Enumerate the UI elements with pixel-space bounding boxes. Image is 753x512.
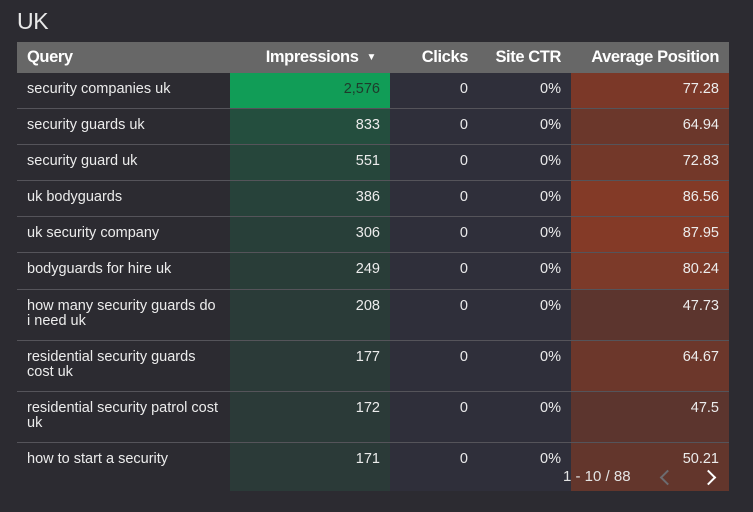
column-header-query[interactable]: Query — [17, 42, 230, 73]
cell-impressions: 833 — [230, 109, 390, 144]
cell-clicks: 0 — [390, 253, 478, 289]
cell-clicks: 0 — [390, 73, 478, 108]
cell-clicks: 0 — [390, 443, 478, 491]
cell-query: security companies uk — [17, 73, 230, 108]
cell-query: how to start a security — [17, 443, 230, 491]
chevron-left-icon[interactable] — [658, 466, 676, 489]
column-header-average-position[interactable]: Average Position — [571, 42, 729, 73]
data-table: Query Impressions ▼ Clicks Site CTR Avera… — [17, 42, 729, 491]
table-body[interactable]: security companies uk 2,576 0 0% 77.28 securi… — [17, 73, 729, 491]
cell-impressions: 171 — [230, 443, 390, 491]
cell-site-ctr: 0% — [478, 145, 571, 180]
column-label: Clicks — [421, 48, 469, 66]
cell-impressions: 249 — [230, 253, 390, 289]
cell-average-position: 47.5 — [571, 392, 729, 442]
table-row[interactable]: how to start a security 171 0 0% 50.21 — [17, 443, 729, 491]
cell-average-position: 86.56 — [571, 181, 729, 216]
cell-clicks: 0 — [390, 217, 478, 252]
cell-clicks: 0 — [390, 145, 478, 180]
cell-clicks: 0 — [390, 181, 478, 216]
cell-clicks: 0 — [390, 341, 478, 391]
column-label: Query — [27, 48, 73, 66]
cell-impressions: 386 — [230, 181, 390, 216]
cell-impressions: 306 — [230, 217, 390, 252]
cell-query: residential security guards cost uk — [17, 341, 230, 391]
column-header-site-ctr[interactable]: Site CTR — [478, 42, 571, 73]
cell-impressions: 172 — [230, 392, 390, 442]
sort-descending-icon[interactable]: ▼ — [366, 52, 377, 63]
chevron-right-icon[interactable] — [700, 466, 717, 489]
table-row[interactable]: how many security guards do i need uk 208… — [17, 290, 729, 341]
table-row[interactable]: security guard uk 551 0 0% 72.83 — [17, 145, 729, 181]
cell-query: how many security guards do i need uk — [17, 290, 230, 340]
pagination: 1 - 10 / 88 — [0, 466, 753, 488]
table-row[interactable]: residential security patrol cost uk 172 0 0… — [17, 392, 729, 443]
cell-impressions: 208 — [230, 290, 390, 340]
column-label: Impressions — [265, 48, 359, 66]
cell-average-position: 64.67 — [571, 341, 729, 391]
cell-site-ctr: 0% — [478, 73, 571, 108]
table-row[interactable]: security guards uk 833 0 0% 64.94 — [17, 109, 729, 145]
cell-impressions: 551 — [230, 145, 390, 180]
cell-impressions: 2,576 — [230, 73, 390, 108]
table-header: Query Impressions ▼ Clicks Site CTR Avera… — [17, 42, 729, 73]
cell-average-position: 72.83 — [571, 145, 729, 180]
cell-clicks: 0 — [390, 392, 478, 442]
column-label: Average Position — [591, 48, 719, 66]
cell-average-position: 64.94 — [571, 109, 729, 144]
cell-clicks: 0 — [390, 290, 478, 340]
cell-average-position: 87.95 — [571, 217, 729, 252]
table-row[interactable]: bodyguards for hire uk 249 0 0% 80.24 — [17, 253, 729, 290]
cell-average-position: 77.28 — [571, 73, 729, 108]
column-header-clicks[interactable]: Clicks — [390, 42, 478, 73]
cell-site-ctr: 0% — [478, 253, 571, 289]
cell-average-position: 50.21 — [571, 443, 729, 491]
cell-query: residential security patrol cost uk — [17, 392, 230, 442]
table-row[interactable]: residential security guards cost uk 177 0 0… — [17, 341, 729, 392]
column-header-impressions[interactable]: Impressions ▼ — [230, 42, 390, 73]
cell-query: uk bodyguards — [17, 181, 230, 216]
cell-clicks: 0 — [390, 109, 478, 144]
cell-site-ctr: 0% — [478, 443, 571, 491]
table-row[interactable]: uk bodyguards 386 0 0% 86.56 — [17, 181, 729, 217]
cell-impressions: 177 — [230, 341, 390, 391]
cell-average-position: 47.73 — [571, 290, 729, 340]
cell-average-position: 80.24 — [571, 253, 729, 289]
cell-query: bodyguards for hire uk — [17, 253, 230, 289]
column-label: Site CTR — [495, 48, 561, 66]
cell-query: security guard uk — [17, 145, 230, 180]
cell-site-ctr: 0% — [478, 109, 571, 144]
pagination-range: 1 - 10 / 88 — [563, 468, 631, 485]
cell-site-ctr: 0% — [478, 392, 571, 442]
cell-site-ctr: 0% — [478, 181, 571, 216]
table-row[interactable]: security companies uk 2,576 0 0% 77.28 — [17, 73, 729, 109]
table-row[interactable]: uk security company 306 0 0% 87.95 — [17, 217, 729, 253]
cell-query: security guards uk — [17, 109, 230, 144]
cell-site-ctr: 0% — [478, 217, 571, 252]
table-title: UK — [17, 8, 49, 34]
cell-site-ctr: 0% — [478, 290, 571, 340]
cell-query: uk security company — [17, 217, 230, 252]
cell-site-ctr: 0% — [478, 341, 571, 391]
